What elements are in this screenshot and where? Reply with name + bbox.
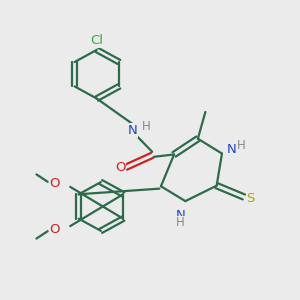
- Text: H: H: [176, 216, 185, 229]
- Text: O: O: [49, 177, 60, 190]
- Text: S: S: [247, 192, 255, 205]
- Text: O: O: [115, 161, 125, 174]
- Text: N: N: [127, 124, 137, 137]
- Text: O: O: [49, 223, 60, 236]
- Text: N: N: [176, 209, 185, 222]
- Text: N: N: [226, 143, 236, 156]
- Text: H: H: [142, 120, 150, 133]
- Text: H: H: [237, 139, 246, 152]
- Text: Cl: Cl: [90, 34, 103, 47]
